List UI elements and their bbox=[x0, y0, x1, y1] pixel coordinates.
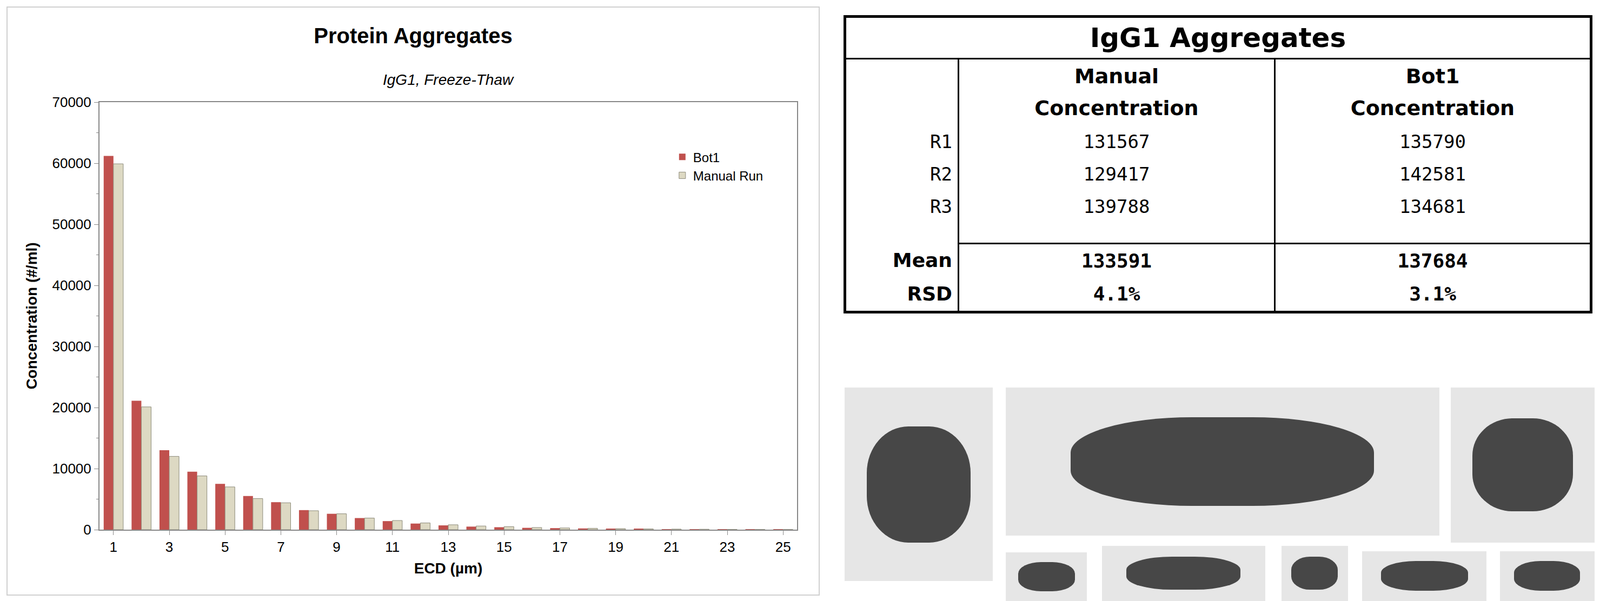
svg-text:10000: 10000 bbox=[51, 460, 91, 477]
svg-text:60000: 60000 bbox=[51, 155, 91, 172]
html-text:4.1%: 4.1% bbox=[1093, 282, 1141, 306]
svg-text:21: 21 bbox=[663, 539, 680, 556]
svg-text:0: 0 bbox=[83, 521, 91, 539]
svg-text:11: 11 bbox=[384, 539, 400, 556]
svg-text:9: 9 bbox=[332, 539, 341, 556]
html-text:R3: R3 bbox=[930, 195, 953, 218]
html-text:131567: 131567 bbox=[1083, 130, 1150, 153]
svg-text:15: 15 bbox=[496, 539, 513, 556]
html-text:3.1%: 3.1% bbox=[1409, 282, 1457, 306]
html-text:134681: 134681 bbox=[1399, 195, 1466, 218]
html-text:133591: 133591 bbox=[1081, 249, 1152, 272]
html-text:Mean: Mean bbox=[892, 249, 953, 272]
svg-text:13: 13 bbox=[440, 539, 457, 556]
svg-text:23: 23 bbox=[719, 539, 736, 556]
html-text:Bot1: Bot1 bbox=[1405, 64, 1460, 89]
svg-text:3: 3 bbox=[165, 539, 174, 556]
html-text:Concentration: Concentration bbox=[1034, 96, 1199, 120]
html-text:R2: R2 bbox=[930, 163, 953, 185]
html-text:142581: 142581 bbox=[1399, 163, 1466, 185]
svg-text:40000: 40000 bbox=[51, 277, 91, 294]
html-text:129417: 129417 bbox=[1083, 163, 1150, 185]
svg-text:1: 1 bbox=[109, 539, 118, 556]
svg-text:50000: 50000 bbox=[51, 216, 91, 233]
svg-text:70000: 70000 bbox=[51, 94, 91, 111]
svg-text:IgG1, Freeze-Thaw: IgG1, Freeze-Thaw bbox=[382, 71, 515, 89]
html-text:Manual: Manual bbox=[1074, 64, 1159, 89]
svg-text:19: 19 bbox=[607, 539, 624, 556]
svg-text:17: 17 bbox=[552, 539, 568, 556]
html-text:135790: 135790 bbox=[1399, 130, 1466, 153]
svg-text:Manual Run: Manual Run bbox=[693, 168, 763, 184]
svg-text:Bot1: Bot1 bbox=[693, 150, 720, 165]
svg-text:25: 25 bbox=[775, 539, 792, 556]
html-text:139788: 139788 bbox=[1083, 195, 1150, 218]
html-text:RSD: RSD bbox=[907, 282, 953, 306]
svg-text:20000: 20000 bbox=[51, 399, 91, 416]
svg-text:7: 7 bbox=[276, 539, 285, 556]
svg-text:ECD (µm): ECD (µm) bbox=[414, 560, 483, 577]
html-text:R1: R1 bbox=[930, 130, 953, 153]
html-text:137684: 137684 bbox=[1397, 249, 1468, 272]
svg-text:30000: 30000 bbox=[51, 338, 91, 355]
svg-text:Protein Aggregates: Protein Aggregates bbox=[313, 23, 513, 48]
html-text:IgG1 Aggregates: IgG1 Aggregates bbox=[1089, 22, 1347, 54]
html-text:Concentration: Concentration bbox=[1350, 96, 1515, 120]
svg-text:Concentration (#/ml): Concentration (#/ml) bbox=[23, 242, 41, 390]
svg-text:5: 5 bbox=[221, 539, 229, 556]
